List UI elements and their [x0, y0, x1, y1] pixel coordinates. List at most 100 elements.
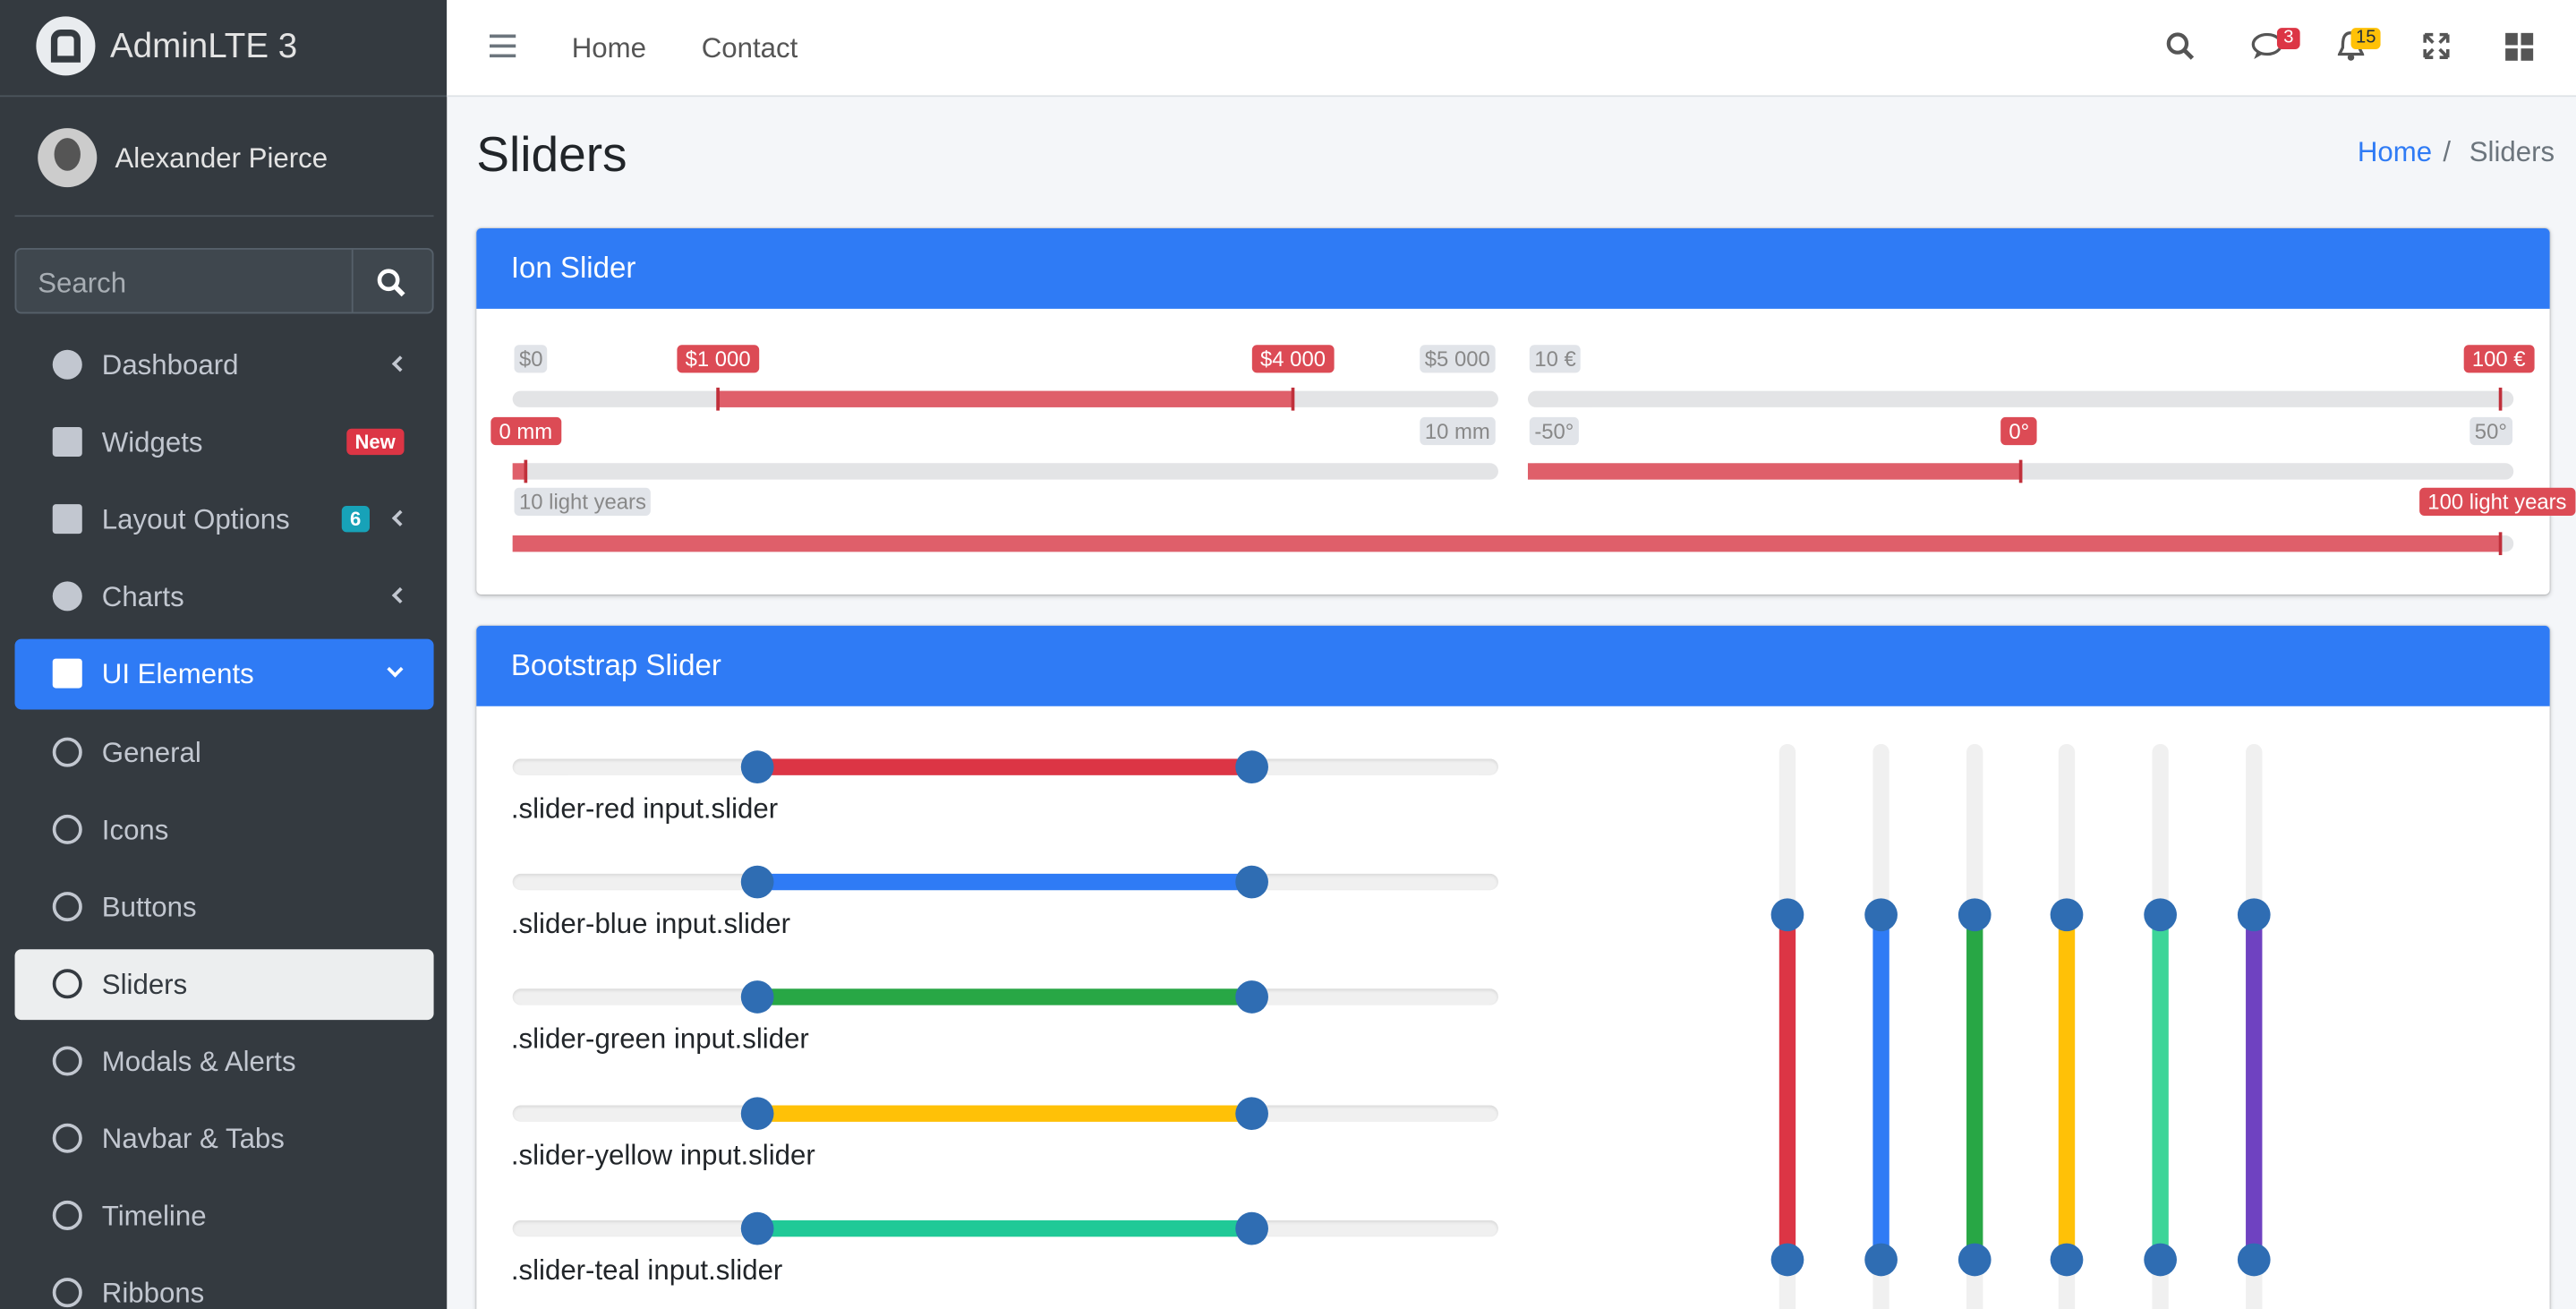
bootstrap-slider-card: Bootstrap Slider — [476, 625, 2550, 1309]
slider-handle[interactable] — [1770, 1243, 1804, 1277]
fullscreen-icon[interactable] — [2423, 32, 2450, 60]
slider-handle[interactable] — [1235, 1211, 1268, 1245]
slider-handle[interactable] — [1864, 1243, 1898, 1277]
slider-handle[interactable] — [740, 1211, 774, 1245]
search-icon[interactable] — [2165, 31, 2195, 61]
slider-limit-label: -50° — [1529, 416, 1579, 446]
slider-handle[interactable] — [1958, 898, 1991, 932]
breadcrumb-link[interactable]: Home — [2357, 136, 2433, 168]
brand-text[interactable]: AdminLTE 3 — [109, 28, 298, 66]
slider-label: .slider-green input.slider — [510, 1023, 809, 1056]
menu-label[interactable]: Sliders — [101, 968, 188, 1000]
slider-handle[interactable] — [1291, 387, 1295, 411]
slider-handle[interactable] — [2498, 387, 2503, 411]
slider-handle[interactable] — [2144, 1243, 2178, 1277]
card-title: Bootstrap Slider — [510, 648, 721, 682]
menu-icon — [52, 659, 82, 689]
slider-handle[interactable] — [2237, 898, 2271, 932]
slider-handle[interactable] — [740, 866, 774, 899]
slider-handle[interactable] — [1235, 980, 1268, 1014]
menu-label[interactable]: Charts — [101, 581, 184, 613]
hamburger-icon[interactable] — [489, 34, 516, 58]
menu-badge: New — [346, 428, 404, 456]
slider-handle[interactable] — [1958, 1243, 1991, 1277]
menu-icon — [52, 504, 82, 535]
slider-bar — [512, 463, 526, 480]
slider-selection — [757, 1104, 1252, 1122]
menu-label[interactable]: UI Elements — [101, 659, 254, 691]
menu-label[interactable]: Ribbons — [101, 1278, 205, 1309]
menu-badge: 6 — [341, 506, 370, 533]
search-placeholder: Search — [38, 268, 127, 299]
slider-limit-label: $5 000 — [1420, 345, 1496, 373]
slider-handle[interactable] — [2237, 1243, 2271, 1277]
menu-label[interactable]: Buttons — [101, 891, 197, 923]
vertical-slider-selection — [1966, 914, 1983, 1260]
menu-icon — [52, 581, 82, 612]
slider-handle[interactable] — [1864, 898, 1898, 932]
slider-handle[interactable] — [1235, 1096, 1268, 1130]
user-name[interactable]: Alexander Pierce — [115, 142, 328, 175]
slider-handle[interactable] — [524, 459, 528, 483]
slider-value-label: $4 000 — [1251, 345, 1335, 373]
slider-label: .slider-blue input.slider — [510, 908, 791, 940]
menu-label[interactable]: Timeline — [101, 1201, 207, 1232]
vertical-slider-selection — [1872, 914, 1889, 1260]
logo-glyph — [50, 30, 81, 63]
page-title: Sliders — [476, 128, 627, 183]
search-box[interactable]: Search — [14, 247, 434, 314]
slider-handle[interactable] — [1235, 750, 1268, 783]
search-icon[interactable] — [376, 268, 405, 297]
slider-limit-label: 50° — [2469, 416, 2512, 446]
vertical-slider-selection — [1778, 914, 1796, 1260]
menu-label[interactable]: Widgets — [101, 427, 203, 458]
slider-handle[interactable] — [2498, 532, 2503, 556]
menu-label[interactable]: Layout Options — [101, 504, 290, 536]
slider-bar — [1527, 463, 2021, 480]
nav-link[interactable]: Contact — [701, 32, 798, 64]
card-header: Ion Slider — [476, 227, 2550, 309]
breadcrumb-current: Sliders — [2469, 136, 2555, 168]
menu-label[interactable]: Modals & Alerts — [101, 1046, 296, 1078]
slider-handle[interactable] — [1235, 866, 1268, 899]
divider — [0, 95, 448, 98]
user-avatar[interactable] — [38, 128, 98, 188]
slider-handle[interactable] — [740, 750, 774, 783]
brand-logo[interactable] — [36, 16, 96, 76]
slider-limit-label: 10 mm — [1420, 416, 1496, 446]
slider-selection — [757, 989, 1252, 1006]
slider-handle[interactable] — [740, 980, 774, 1014]
slider-handle[interactable] — [716, 387, 720, 411]
apps-icon[interactable] — [2505, 32, 2534, 61]
slider-handle[interactable] — [2144, 898, 2178, 932]
slider-handle[interactable] — [2018, 459, 2023, 483]
slider-handle[interactable] — [740, 1096, 774, 1130]
menu-label[interactable]: Dashboard — [101, 349, 239, 381]
menu-icon — [52, 968, 82, 998]
menu-label[interactable]: General — [101, 736, 201, 768]
slider-bar — [512, 535, 2501, 552]
menu-label[interactable]: Navbar & Tabs — [101, 1123, 285, 1155]
slider-handle[interactable] — [2051, 1243, 2085, 1277]
search-divider — [351, 249, 354, 312]
slider-label: .slider-teal input.slider — [510, 1254, 783, 1286]
menu-label[interactable]: Icons — [101, 814, 169, 845]
slider-handle[interactable] — [2051, 898, 2085, 932]
slider-limit-label: 10 light years — [514, 487, 652, 516]
breadcrumb-separator: / — [2443, 136, 2452, 168]
nav-link[interactable]: Home — [571, 32, 646, 64]
slider-handle[interactable] — [1770, 898, 1804, 932]
sidebar: AdminLTE 3 Alexander Pierce Search Dashb… — [0, 0, 448, 1309]
card-title: Ion Slider — [510, 251, 636, 285]
menu-current — [14, 948, 434, 1020]
notifications-badge: 15 — [2350, 28, 2382, 50]
slider-value-label: 0° — [2000, 416, 2038, 446]
vertical-slider-selection — [2246, 914, 2263, 1260]
navbar: Home Contact 3 15 — [447, 0, 2576, 98]
slider-label: .slider-red input.slider — [510, 793, 779, 825]
menu-icon — [52, 891, 82, 921]
